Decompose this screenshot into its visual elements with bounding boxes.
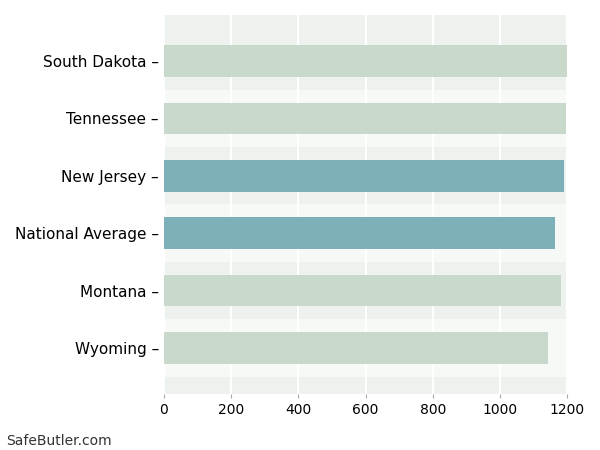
Bar [164, 90, 568, 147]
Bar [164, 217, 555, 249]
Bar [164, 262, 568, 320]
Bar [164, 160, 564, 192]
Bar [164, 45, 568, 77]
Text: SafeButler.com: SafeButler.com [6, 434, 112, 448]
Bar [164, 204, 568, 262]
Bar [164, 32, 568, 90]
Bar [164, 332, 548, 364]
Bar [164, 103, 566, 134]
Bar [164, 320, 568, 377]
Bar [164, 147, 568, 204]
Bar [164, 275, 562, 306]
